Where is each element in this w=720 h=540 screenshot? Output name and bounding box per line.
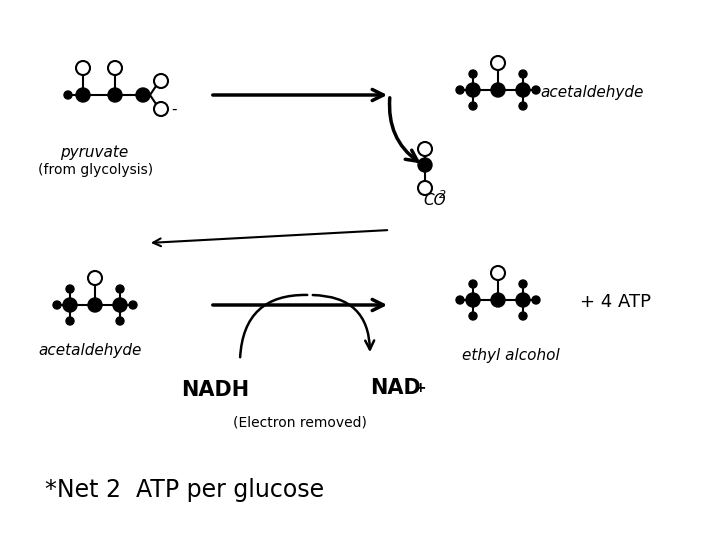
Circle shape xyxy=(469,312,477,320)
Circle shape xyxy=(519,280,527,288)
Circle shape xyxy=(469,70,477,78)
Circle shape xyxy=(88,298,102,312)
Circle shape xyxy=(418,158,432,172)
Circle shape xyxy=(66,285,74,293)
Circle shape xyxy=(108,61,122,75)
Circle shape xyxy=(466,83,480,97)
Circle shape xyxy=(491,56,505,70)
Circle shape xyxy=(516,83,530,97)
Circle shape xyxy=(456,86,464,94)
Circle shape xyxy=(466,293,480,307)
Circle shape xyxy=(519,102,527,110)
Circle shape xyxy=(53,301,61,309)
Text: (from glycolysis): (from glycolysis) xyxy=(38,163,153,177)
Text: *Net 2  ATP per glucose: *Net 2 ATP per glucose xyxy=(45,478,324,502)
Circle shape xyxy=(532,296,540,304)
Text: +: + xyxy=(415,381,427,395)
Text: 2: 2 xyxy=(439,190,446,200)
Circle shape xyxy=(469,280,477,288)
Circle shape xyxy=(491,83,505,97)
Circle shape xyxy=(154,102,168,116)
Circle shape xyxy=(76,88,90,102)
Text: pyruvate: pyruvate xyxy=(60,145,128,160)
Circle shape xyxy=(516,293,530,307)
Circle shape xyxy=(136,88,150,102)
Text: CO: CO xyxy=(423,193,446,208)
Circle shape xyxy=(116,317,124,325)
Text: NADH: NADH xyxy=(181,380,249,400)
Circle shape xyxy=(76,61,90,75)
Circle shape xyxy=(129,301,137,309)
Circle shape xyxy=(64,91,72,99)
Circle shape xyxy=(116,285,124,293)
Circle shape xyxy=(418,142,432,156)
Circle shape xyxy=(519,70,527,78)
Circle shape xyxy=(88,271,102,285)
Circle shape xyxy=(418,181,432,195)
Circle shape xyxy=(519,312,527,320)
Circle shape xyxy=(154,74,168,88)
Circle shape xyxy=(491,293,505,307)
Circle shape xyxy=(66,317,74,325)
Text: -: - xyxy=(171,102,176,117)
Circle shape xyxy=(469,102,477,110)
Text: acetaldehyde: acetaldehyde xyxy=(38,343,141,358)
Circle shape xyxy=(113,298,127,312)
Circle shape xyxy=(108,88,122,102)
Text: ethyl alcohol: ethyl alcohol xyxy=(462,348,559,363)
Text: (Electron removed): (Electron removed) xyxy=(233,415,367,429)
Circle shape xyxy=(456,296,464,304)
Circle shape xyxy=(532,86,540,94)
Circle shape xyxy=(63,298,77,312)
Circle shape xyxy=(491,266,505,280)
Text: acetaldehyde: acetaldehyde xyxy=(540,84,644,99)
Text: + 4 ATP: + 4 ATP xyxy=(580,293,651,311)
Text: NAD: NAD xyxy=(370,378,420,398)
